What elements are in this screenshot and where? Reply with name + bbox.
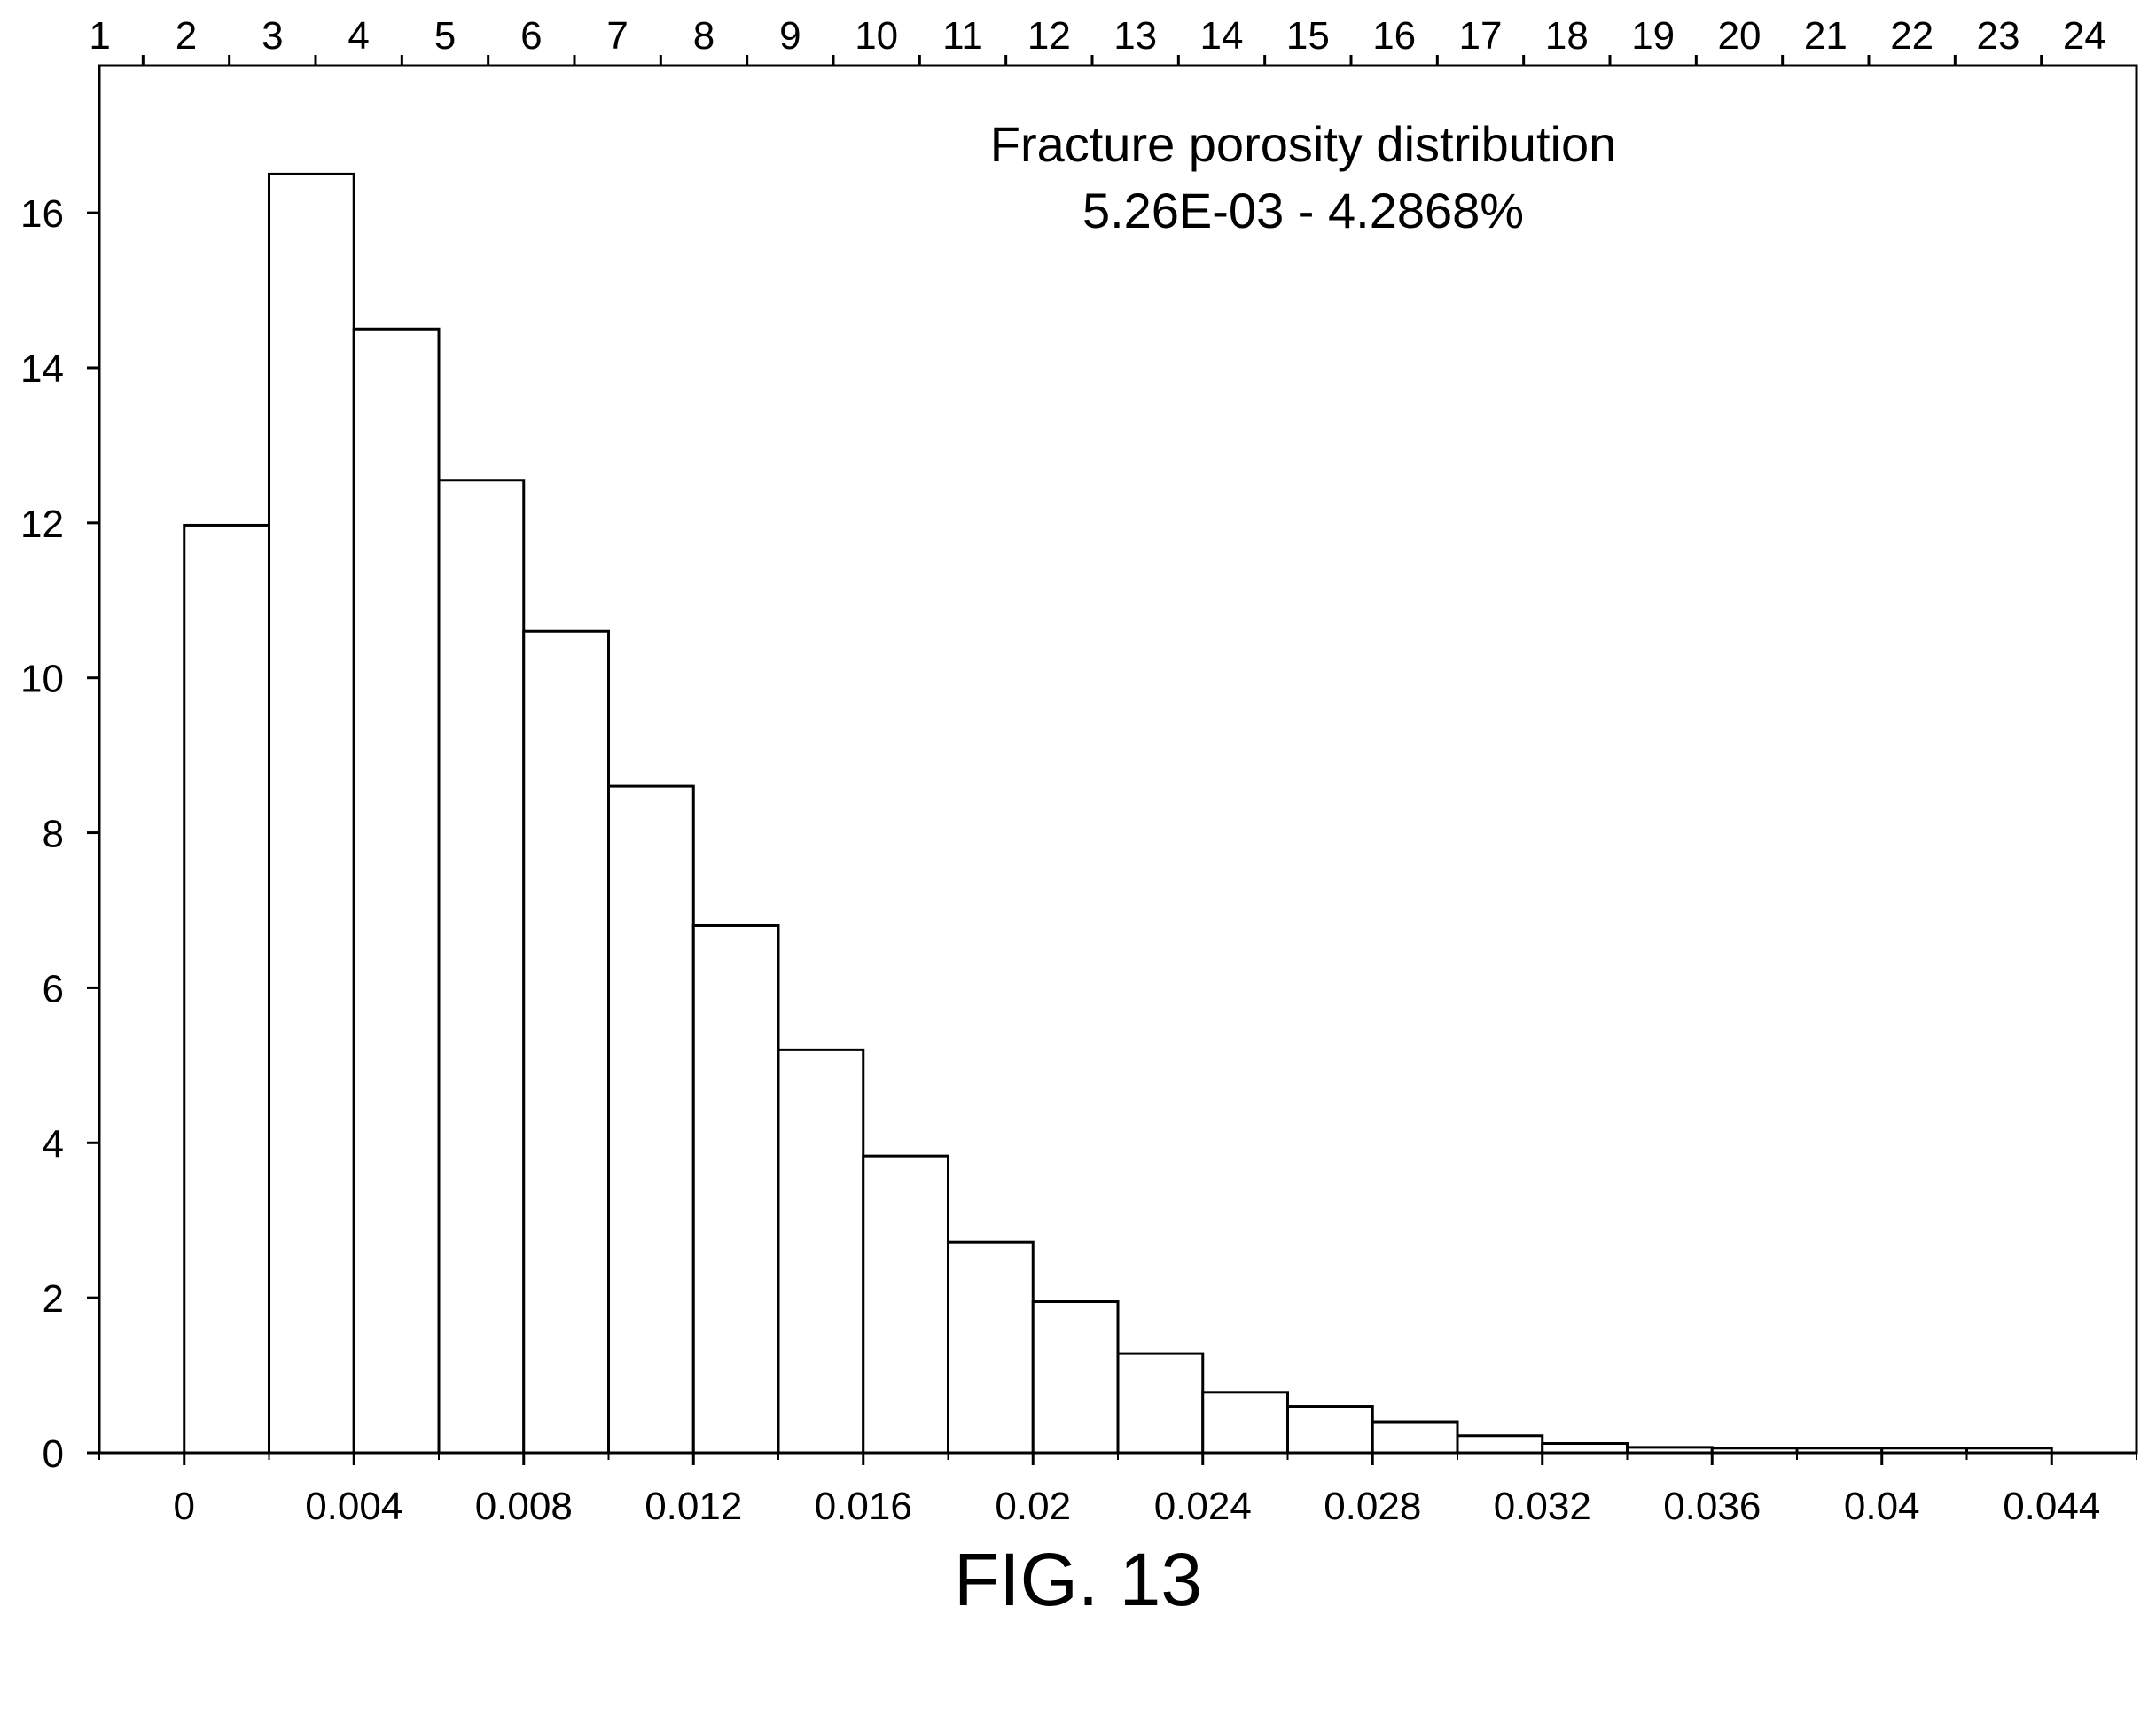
top-axis-label: 3	[262, 14, 283, 58]
top-axis-label: 1	[89, 14, 110, 58]
histogram-bar	[1710, 1447, 1799, 1455]
histogram-bar	[1286, 1405, 1374, 1455]
x-tick-label: 0	[174, 1485, 195, 1528]
top-axis-ticks: 1 2 3 4 5 6 7 8 9 10 11 12 13 14 15 16 17 18 19 20 21 22 23 24	[89, 14, 2106, 66]
x-tick-label: 0.024	[1154, 1485, 1252, 1528]
chart-subtitle: 5.26E-03 - 4.2868%	[1082, 183, 1524, 238]
y-tick-label: 6	[43, 967, 64, 1010]
x-tick-label: 0.016	[815, 1485, 912, 1528]
y-tick-label: 16	[20, 192, 64, 236]
x-tick-label: 0.036	[1663, 1485, 1761, 1528]
histogram-bar	[1880, 1447, 1968, 1455]
histogram-bar	[522, 629, 610, 1455]
x-tick-label: 0.028	[1324, 1485, 1421, 1528]
histogram-bar	[607, 784, 695, 1455]
x-tick-label: 0.02	[995, 1485, 1071, 1528]
top-axis-label: 24	[2063, 14, 2106, 58]
top-axis-label: 15	[1286, 14, 1330, 58]
histogram-bar	[183, 523, 270, 1455]
histogram-bar	[1201, 1391, 1289, 1455]
x-tick-label: 0.008	[475, 1485, 573, 1528]
top-axis-label: 19	[1631, 14, 1675, 58]
y-tick-label: 2	[43, 1277, 64, 1321]
top-axis-label: 2	[176, 14, 197, 58]
histogram-bar	[947, 1240, 1035, 1455]
x-tick-label: 0.044	[2003, 1485, 2100, 1528]
top-axis-label: 17	[1459, 14, 1503, 58]
top-axis-label: 22	[1890, 14, 1933, 58]
histogram-bar	[268, 172, 355, 1455]
histogram-bar	[1116, 1352, 1205, 1455]
bars-layer	[183, 172, 2053, 1455]
top-axis-label: 23	[1977, 14, 2020, 58]
histogram-bar	[1031, 1300, 1120, 1455]
top-axis-label: 11	[942, 14, 983, 58]
chart-title: Fracture porosity distribution	[990, 116, 1617, 172]
top-axis-label: 20	[1718, 14, 1762, 58]
x-tick-label: 0.04	[1844, 1485, 1920, 1528]
y-tick-label: 0	[43, 1432, 64, 1476]
histogram-bar	[437, 479, 526, 1455]
y-tick-label: 4	[43, 1122, 64, 1166]
histogram-bar	[352, 327, 441, 1455]
histogram-bar	[862, 1154, 949, 1455]
top-axis-label: 10	[855, 14, 898, 58]
top-axis-label: 4	[348, 14, 369, 58]
top-axis-label: 7	[606, 14, 628, 58]
histogram-bar	[1965, 1447, 2053, 1455]
top-axis-label: 8	[693, 14, 715, 58]
histogram-bar	[1795, 1447, 1884, 1455]
top-axis-label: 14	[1200, 14, 1244, 58]
top-axis-label: 16	[1372, 14, 1416, 58]
histogram-bar	[1371, 1420, 1459, 1455]
y-tick-label: 8	[43, 813, 64, 856]
histogram-bar	[777, 1048, 865, 1455]
top-axis-label: 5	[434, 14, 456, 58]
histogram-bar	[691, 924, 780, 1455]
y-tick-label: 14	[20, 347, 64, 391]
top-axis-label: 13	[1113, 14, 1157, 58]
x-tick-label: 0.032	[1494, 1485, 1591, 1528]
left-axis-ticks: 0 2 4 6 8 10 12 14 16	[20, 192, 99, 1476]
top-axis-label: 18	[1545, 14, 1589, 58]
x-tick-label: 0.012	[644, 1485, 742, 1528]
y-tick-label: 10	[20, 658, 64, 701]
top-axis-label: 9	[779, 14, 801, 58]
histogram-bar	[1626, 1446, 1714, 1455]
y-tick-label: 12	[20, 503, 64, 546]
histogram-bar	[1456, 1434, 1544, 1455]
histogram-bar	[1541, 1442, 1629, 1455]
bottom-axis-ticks: 0 0.004 0.008 0.012 0.016 0.02 0.024 0.028 0.032…	[98, 1453, 2137, 1528]
x-tick-label: 0.004	[305, 1485, 402, 1528]
top-axis-label: 6	[520, 14, 542, 58]
top-axis-label: 21	[1804, 14, 1847, 58]
top-axis-label: 12	[1027, 14, 1071, 58]
figure-caption: FIG. 13	[953, 1538, 1203, 1621]
